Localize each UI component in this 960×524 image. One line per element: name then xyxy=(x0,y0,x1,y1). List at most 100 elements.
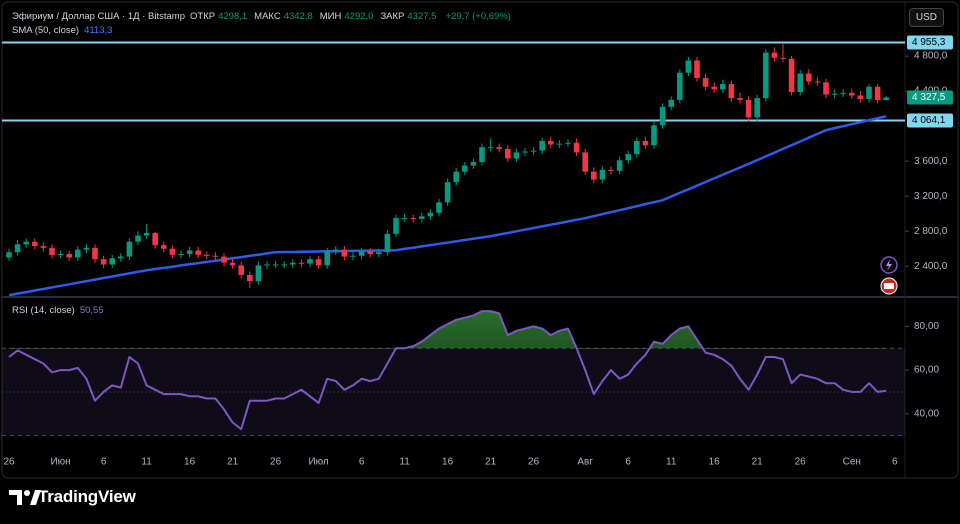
currency-button[interactable]: USD xyxy=(908,8,944,27)
rsi-tick-label: 80,00 xyxy=(914,321,939,332)
brand-name: TradingView xyxy=(38,487,136,506)
symbol-title: Эфириум / Доллар США · 1Д · Bitstamp xyxy=(12,11,186,22)
rsi-value: 50,55 xyxy=(79,305,104,316)
candle-body xyxy=(763,52,769,99)
candle-body xyxy=(883,97,889,101)
x-tick-label: 26 xyxy=(270,457,282,468)
candle-body xyxy=(57,253,64,255)
x-tick-label: Авг xyxy=(577,457,593,468)
x-tick-label: 21 xyxy=(485,457,497,468)
candle-body xyxy=(135,235,141,242)
sma-line xyxy=(8,114,887,296)
ohlc-value: 4292,0 xyxy=(344,11,374,22)
last-price-label: 4 327,5 xyxy=(912,92,946,103)
candle-body xyxy=(410,218,416,220)
candle-body xyxy=(608,169,614,171)
ohlc-value: 4327,5 xyxy=(407,11,437,22)
candle-body xyxy=(358,251,365,256)
candle-body xyxy=(143,232,150,236)
ohlc-label: МАКС xyxy=(254,11,281,22)
ohlc-label: ОТКР xyxy=(190,11,216,22)
x-tick-label: 6 xyxy=(359,457,365,468)
candle-body xyxy=(677,72,683,100)
candle-body xyxy=(728,84,735,99)
candle-body xyxy=(556,143,563,145)
candle-body xyxy=(487,147,494,149)
ohlc-values: ОТКР 4298,1 МАКС 4342,8 МИН 4292,0 ЗАКР 4327,5 xyxy=(190,11,440,22)
ohlc-value: 4298,1 xyxy=(218,11,248,22)
candle-body xyxy=(341,249,348,257)
candle-body xyxy=(754,98,760,118)
candle-body xyxy=(685,60,692,73)
candle-body xyxy=(83,247,90,250)
y-tick-label: 3 600,0 xyxy=(914,156,948,167)
candle-body xyxy=(814,81,821,83)
candle-body xyxy=(247,274,253,282)
rsi-tick-label: 60,00 xyxy=(914,365,939,376)
candle-body xyxy=(694,60,700,78)
candle-body xyxy=(126,241,133,257)
ohlc-value: 4342,8 xyxy=(283,11,313,22)
candle-body xyxy=(161,245,167,249)
candle-body xyxy=(668,99,674,107)
candle-body xyxy=(797,73,803,92)
brand-logo xyxy=(9,490,41,505)
candle-body xyxy=(745,99,752,118)
x-tick-label: 6 xyxy=(101,457,107,468)
candle-body xyxy=(255,265,262,282)
candle-body xyxy=(599,169,606,180)
x-tick-label: 6 xyxy=(892,457,898,468)
last-price-badge xyxy=(907,90,953,105)
candle-body xyxy=(221,256,227,263)
x-tick-label: 26 xyxy=(795,457,807,468)
candle-body xyxy=(522,151,528,153)
candle-body xyxy=(376,252,382,254)
candle-body xyxy=(591,171,597,180)
candle-body xyxy=(505,148,511,159)
y-tick-label: 2 400,0 xyxy=(914,261,948,272)
y-tick-label: 2 800,0 xyxy=(914,226,948,237)
rsi-tick-label: 40,00 xyxy=(914,408,939,419)
x-tick-label: 26 xyxy=(528,457,540,468)
candle-body xyxy=(40,246,47,248)
sma-name: SMA (50, close) xyxy=(12,25,80,36)
x-tick-label: 26 xyxy=(3,457,15,468)
x-tick-label: 11 xyxy=(399,457,410,468)
candle-body xyxy=(496,147,502,149)
candle-body xyxy=(238,265,244,275)
candle-body xyxy=(634,141,640,155)
candle-body xyxy=(788,58,795,92)
sma-value: 4113,3 xyxy=(84,25,113,36)
level-badge xyxy=(907,113,953,128)
candle-body xyxy=(651,125,657,146)
candle-body xyxy=(307,259,313,264)
candle-body xyxy=(272,264,279,266)
candle-body xyxy=(350,255,356,257)
ohlc-label: ЗАКР xyxy=(380,11,405,22)
candle-body xyxy=(479,147,485,163)
candle-body xyxy=(186,250,193,254)
candle-body xyxy=(401,218,408,220)
candle-body xyxy=(169,248,176,255)
candle-body xyxy=(444,182,451,203)
candle-body xyxy=(419,216,425,219)
candle-body xyxy=(840,92,846,94)
x-tick-label: 16 xyxy=(709,457,721,468)
candle-body xyxy=(367,251,373,254)
candle-body xyxy=(874,86,881,101)
candle-body xyxy=(315,259,322,266)
candle-body xyxy=(530,150,537,152)
candle-body xyxy=(659,106,666,126)
candle-body xyxy=(264,264,270,266)
x-tick-label: Сен xyxy=(843,457,861,468)
candle-body xyxy=(204,254,210,256)
sma-legend: SMA (50, close) 4113,3 xyxy=(12,25,112,36)
price-pane xyxy=(2,41,905,296)
candle-body xyxy=(771,52,778,58)
candle-body xyxy=(281,264,287,266)
candle-body xyxy=(324,251,330,266)
candle-body xyxy=(212,255,219,257)
rsi-line xyxy=(8,310,887,431)
x-tick-label: 21 xyxy=(752,457,764,468)
